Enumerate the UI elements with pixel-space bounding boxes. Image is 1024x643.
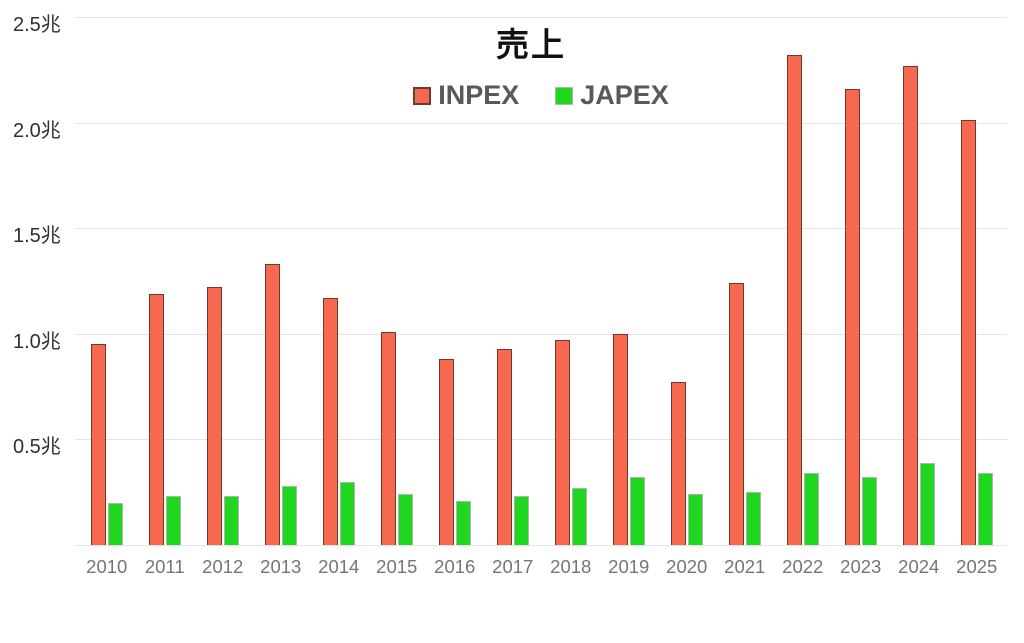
y-axis-tick-label: 1.0兆 xyxy=(13,331,61,353)
bar-japex-2013 xyxy=(281,485,297,545)
legend-item-japex: JAPEX xyxy=(555,80,669,111)
bar-japex-2024 xyxy=(919,462,935,545)
bar-inpex-2011 xyxy=(149,293,164,545)
inpex-legend-label: INPEX xyxy=(438,80,520,110)
x-axis-label-2017: 2017 xyxy=(492,556,534,577)
y-axis-tick-label: 1.5兆 xyxy=(13,225,61,247)
bar-japex-2025 xyxy=(977,473,993,545)
x-axis-label-2013: 2013 xyxy=(260,556,302,577)
legend-item-inpex: INPEX xyxy=(413,80,519,111)
x-axis-label-2018: 2018 xyxy=(550,556,592,577)
bar-inpex-2015 xyxy=(381,331,396,545)
bar-inpex-2024 xyxy=(903,65,918,545)
gridline xyxy=(75,228,1007,229)
bar-japex-2023 xyxy=(861,477,877,545)
x-axis-baseline xyxy=(75,545,1007,546)
y-axis-tick-label: 2.0兆 xyxy=(13,120,61,142)
bar-inpex-2022 xyxy=(787,55,802,545)
x-axis-label-2024: 2024 xyxy=(898,556,940,577)
japex-series-swatch-icon xyxy=(555,86,574,105)
bar-inpex-2021 xyxy=(729,283,744,545)
x-axis-label-2019: 2019 xyxy=(608,556,650,577)
inpex-series-swatch-icon xyxy=(413,86,432,105)
bar-japex-2011 xyxy=(165,496,181,545)
bar-inpex-2010 xyxy=(91,344,106,545)
bar-inpex-2020 xyxy=(671,382,686,545)
x-axis-label-2010: 2010 xyxy=(86,556,128,577)
bar-inpex-2014 xyxy=(323,297,338,545)
bar-japex-2014 xyxy=(339,481,355,545)
bar-japex-2022 xyxy=(803,473,819,545)
bar-japex-2017 xyxy=(513,496,529,545)
bar-japex-2015 xyxy=(397,494,413,545)
gridline xyxy=(75,334,1007,335)
bar-japex-2016 xyxy=(455,500,471,545)
x-axis-label-2012: 2012 xyxy=(202,556,244,577)
bar-inpex-2013 xyxy=(265,264,280,545)
x-axis-label-2021: 2021 xyxy=(724,556,766,577)
x-axis-label-2011: 2011 xyxy=(144,556,185,577)
bar-inpex-2023 xyxy=(845,88,860,545)
gridline xyxy=(75,17,1007,18)
bar-inpex-2017 xyxy=(497,348,512,545)
x-axis-label-2022: 2022 xyxy=(782,556,824,577)
bar-japex-2020 xyxy=(687,494,703,545)
bar-japex-2019 xyxy=(629,477,645,545)
x-axis-label-2016: 2016 xyxy=(434,556,476,577)
chart-title: 売上 xyxy=(496,26,566,63)
x-axis-label-2023: 2023 xyxy=(840,556,882,577)
bar-inpex-2012 xyxy=(207,287,222,545)
gridline xyxy=(75,439,1007,440)
bar-japex-2010 xyxy=(107,502,123,545)
legend: INPEX JAPEX xyxy=(75,80,1007,111)
x-axis-label-2025: 2025 xyxy=(956,556,998,577)
gridline xyxy=(75,123,1007,124)
bar-japex-2018 xyxy=(571,487,587,545)
bar-inpex-2016 xyxy=(439,359,454,545)
y-axis-tick-label: 2.5兆 xyxy=(13,14,61,36)
bar-japex-2012 xyxy=(223,496,239,545)
bar-inpex-2025 xyxy=(961,120,976,545)
x-axis-label-2015: 2015 xyxy=(376,556,418,577)
x-axis-label-2020: 2020 xyxy=(666,556,708,577)
bar-inpex-2019 xyxy=(613,333,628,545)
bar-japex-2021 xyxy=(745,492,761,545)
x-axis-label-2014: 2014 xyxy=(318,556,360,577)
bar-inpex-2018 xyxy=(555,340,570,545)
japex-legend-label: JAPEX xyxy=(580,80,669,110)
y-axis-tick-label: 0.5兆 xyxy=(13,436,61,458)
